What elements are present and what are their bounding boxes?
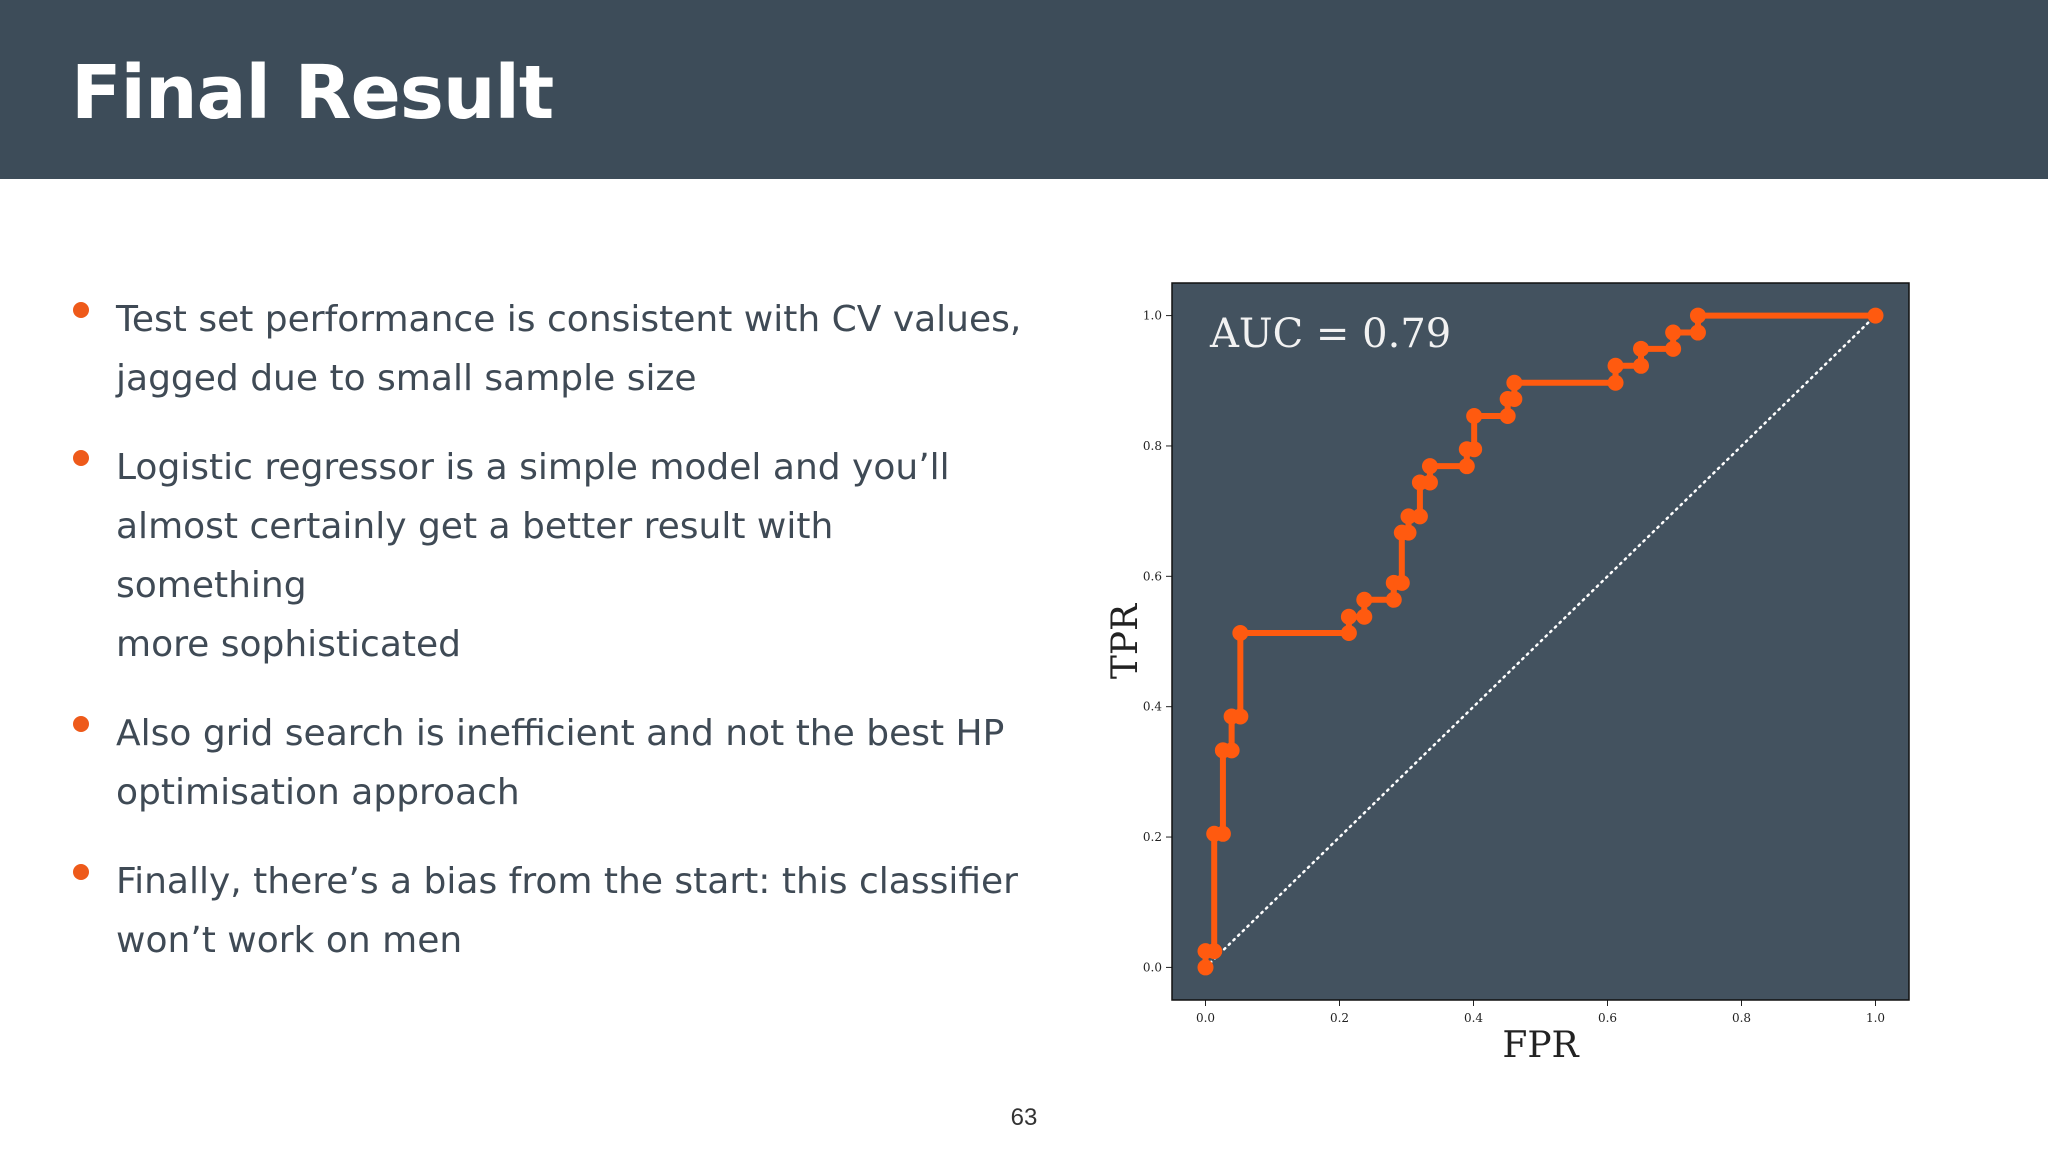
roc-point [1400, 508, 1417, 525]
x-tick-label: 0.2 [1330, 1011, 1349, 1025]
roc-point [1867, 307, 1884, 324]
roc-point [1223, 742, 1240, 759]
roc-point [1421, 474, 1438, 491]
x-tick-label: 0.4 [1464, 1011, 1483, 1025]
x-tick-label: 1.0 [1866, 1011, 1885, 1025]
roc-point [1458, 458, 1475, 475]
bullet-item: Logistic regressor is a simple model and… [70, 438, 1030, 674]
bullet-item: Also grid search is inefficient and not … [70, 704, 1030, 822]
x-axis-title: FPR [1502, 1025, 1579, 1066]
bullet-line: more sophisticated [116, 624, 461, 665]
bullet-dot-icon [73, 864, 89, 880]
slide-title: Final Result [71, 50, 554, 136]
x-tick-label: 0.0 [1196, 1011, 1215, 1025]
y-axis-title: TPR [1105, 603, 1146, 679]
bullet-line: optimisation approach [116, 772, 520, 813]
y-tick-label: 0.8 [1143, 439, 1162, 453]
roc-point [1385, 591, 1402, 608]
y-tick-label: 0.0 [1143, 960, 1162, 974]
roc-point [1506, 374, 1523, 391]
roc-point [1232, 625, 1249, 642]
roc-point [1689, 307, 1706, 324]
bullet-line: Test set performance is consistent with … [116, 299, 1022, 340]
x-tick-label: 0.6 [1598, 1011, 1617, 1025]
roc-point [1214, 825, 1231, 842]
plot-frame [1171, 282, 1910, 1001]
roc-point [1206, 943, 1223, 960]
bullet-line: Finally, there’s a bias from the start: … [116, 861, 1018, 902]
roc-point [1340, 625, 1357, 642]
roc-point [1665, 324, 1682, 341]
bullet-dot-icon [73, 302, 89, 318]
axis-ticks: 0.0 0.2 0.4 0.6 0.8 1.0 0.0 0.2 0.4 0.6 0.8 1.0 [1143, 309, 1885, 1025]
roc-point [1607, 357, 1624, 374]
roc-point [1411, 508, 1428, 525]
roc-point [1232, 708, 1249, 725]
chance-diagonal-line [1204, 314, 1877, 969]
y-tick-label: 0.4 [1143, 700, 1162, 714]
bullet-list: Test set performance is consistent with … [70, 290, 1030, 1000]
title-bar [0, 0, 2048, 179]
roc-point [1466, 441, 1483, 458]
bullet-item: Finally, there’s a bias from the start: … [70, 852, 1030, 970]
roc-point [1356, 608, 1373, 625]
roc-point [1197, 959, 1214, 976]
roc-point [1499, 407, 1516, 424]
roc-point [1633, 357, 1649, 374]
roc-point [1506, 391, 1523, 408]
bullet-line: jagged due to small sample size [116, 358, 697, 399]
roc-point [1466, 407, 1483, 424]
plot-series [1197, 307, 1884, 976]
roc-point [1356, 591, 1373, 608]
y-tick-label: 0.2 [1143, 830, 1162, 844]
x-tick-label: 0.8 [1732, 1011, 1751, 1025]
roc-point [1689, 324, 1706, 341]
bullet-dot-icon [73, 450, 89, 466]
page-number: 63 [1010, 1104, 1038, 1131]
y-tick-label: 0.6 [1143, 569, 1162, 583]
bullet-line: almost certainly get a better result wit… [116, 506, 834, 606]
roc-point [1633, 340, 1649, 357]
bullet-dot-icon [73, 716, 89, 732]
bullet-line: Also grid search is inefficient and not … [116, 713, 1005, 754]
auc-annotation: AUC = 0.79 [1209, 311, 1451, 357]
bullet-line: Logistic regressor is a simple model and… [116, 447, 950, 488]
roc-point [1393, 574, 1410, 591]
roc-point [1421, 458, 1438, 475]
roc-point [1607, 374, 1624, 391]
bullet-line: won’t work on men [116, 920, 463, 961]
y-tick-label: 1.0 [1143, 309, 1162, 323]
bullet-item: Test set performance is consistent with … [70, 290, 1030, 408]
roc-point [1340, 608, 1357, 625]
roc-point [1400, 524, 1417, 541]
roc-point [1665, 340, 1682, 357]
